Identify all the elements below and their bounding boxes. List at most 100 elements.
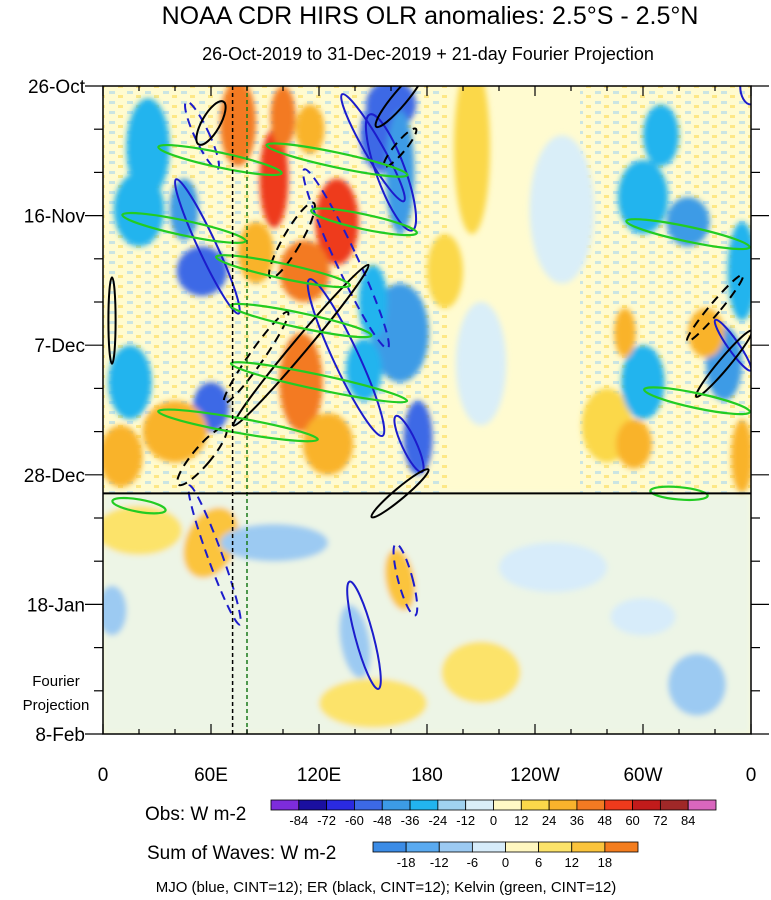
obs-anomaly-blob [403,400,433,475]
kelvin-contour [310,207,418,237]
obs-colorbar-level-label: -60 [345,813,364,828]
obs-colorbar-swatch [381,799,411,811]
chart-subtitle: 26-Oct-2019 to 31-Dec-2019 + 21-day Four… [202,44,654,64]
obs-anomaly-blob [176,246,228,296]
obs-colorbar-swatch [604,799,633,811]
waves-colorbar-level-label: 18 [598,855,612,870]
obs-colorbar-swatch [354,799,383,811]
waves-colorbar-level-label: -6 [467,855,479,870]
er-contour [232,263,370,427]
kelvin-contour [121,211,247,245]
kelvin-contour [229,302,373,339]
obs-colorbar-level-label: -36 [401,813,420,828]
er-contour [370,468,430,519]
footer-note: MJO (blue, CINT=12); ER (black, CINT=12)… [156,879,617,896]
kelvin-contour [229,361,409,404]
er-contour [176,426,228,487]
waves-colorbar-swatch [538,841,573,853]
kelvin-contour [111,496,167,515]
obs-colorbar-level-label: 36 [570,813,584,828]
er-contour [107,276,117,365]
obs-colorbar-swatch [632,799,661,811]
er-contour [268,201,316,279]
obs-anomaly-blob [529,135,595,284]
waves-colorbar-level-label: 12 [565,855,579,870]
projection-anomaly-blob [610,598,676,636]
y-tick-label: 8-Feb [35,725,85,746]
obs-colorbar-swatch [520,799,550,811]
mjo-contour [392,542,419,617]
chart-title: NOAA CDR HIRS OLR anomalies: 2.5°S - 2.5… [162,2,699,30]
obs-anomaly-blob [617,160,669,235]
mjo-contour [346,580,382,690]
obs-colorbar-level-label: -84 [289,813,308,828]
projection-label-line1: Fourier [32,673,80,690]
waves-colorbar-swatch [505,841,540,853]
mjo-contour [340,93,406,203]
obs-colorbar-swatch [493,799,522,811]
obs-anomaly-blob [220,86,256,167]
obs-colorbar-swatch [298,799,328,811]
obs-colorbar-swatch [409,799,439,811]
er-contour [374,86,426,129]
projection-anomaly-blob [220,524,328,562]
er-contour [222,310,290,405]
obs-anomaly-blob [295,104,325,154]
obs-colorbar-level-label: 0 [490,813,497,828]
kelvin-contour [643,386,751,416]
waves-colorbar-swatch [405,841,440,853]
obs-anomaly-blob [279,240,330,302]
obs-colorbar-swatch [326,799,355,811]
obs-anomaly-blob [103,425,143,488]
obs-colorbar-level-label: 12 [514,813,528,828]
obs-colorbar-level-label: -12 [456,813,475,828]
y-tick-label: 16-Nov [24,207,86,228]
waves-colorbar-level-label: 6 [535,855,542,870]
obs-anomaly-blob [455,302,507,426]
obs-colorbar-swatch [548,799,578,811]
x-tick-label: 60E [194,765,228,786]
obs-anomaly-blob [385,110,415,235]
obs-anomaly-blob [113,172,165,247]
obs-anomaly-blob [643,104,679,167]
obs-anomaly-blob [727,221,751,321]
y-tick-label: 18-Jan [27,595,85,616]
y-tick-label: 7-Dec [34,336,85,357]
obs-colorbar-swatch [659,799,689,811]
waves-colorbar-label: Sum of Waves: W m-2 [147,843,336,864]
kelvin-contour [157,408,319,443]
obs-anomaly-blob [616,419,652,469]
projection-anomaly-blob [441,641,521,704]
obs-anomaly-blob [270,86,296,148]
mjo-contour [364,113,418,232]
obs-anomaly-blob [302,413,354,475]
waves-colorbar-swatch [604,841,639,853]
obs-anomaly-blob [621,345,665,420]
kelvin-contour [625,218,751,251]
obs-colorbar-level-label: 84 [681,813,695,828]
x-tick-label: 120W [510,765,560,786]
obs-colorbar-level-label: -48 [373,813,392,828]
x-tick-label: 0 [746,765,757,786]
obs-anomaly-blob [666,197,710,247]
waves-colorbar-level-label: 0 [502,855,509,870]
kelvin-contour [157,143,283,177]
kelvin-contour [214,254,352,289]
obs-colorbar-level-label: -72 [317,813,336,828]
obs-colorbar-level-label: 24 [542,813,556,828]
obs-anomaly-blob [731,419,751,494]
obs-colorbar-level-label: 60 [625,813,639,828]
y-tick-label: 26-Oct [28,77,86,98]
x-tick-label: 120E [297,765,341,786]
projection-anomaly-blob [319,678,427,728]
waves-colorbar-level-label: -12 [430,855,449,870]
obs-colorbar-swatch [270,799,300,811]
mjo-contour [302,168,390,350]
obs-colorbar-level-label: 48 [598,813,612,828]
obs-colorbar-level-label: 72 [653,813,667,828]
projection-anomaly-blob [103,505,183,556]
obs-anomaly-blob [279,332,323,432]
x-tick-label: 180 [411,765,443,786]
x-tick-label: 60W [623,765,662,786]
obs-anomaly-blob [142,400,208,463]
